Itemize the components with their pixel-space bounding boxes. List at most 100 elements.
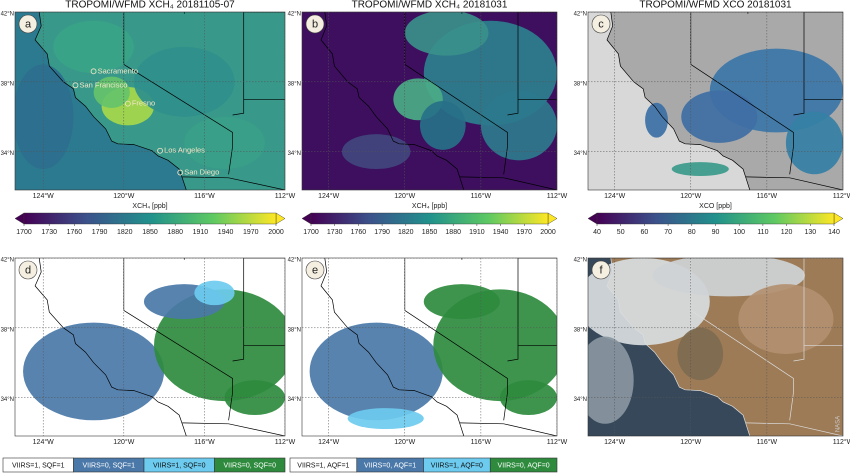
lat-tick-label: 34°N <box>1 397 14 403</box>
colorbar-tick-label: 1790 <box>374 229 390 236</box>
lon-tick-label: 112°W <box>833 192 850 200</box>
field-region <box>194 280 235 306</box>
state-border <box>232 12 245 116</box>
lon-tick-label: 116°W <box>471 192 492 200</box>
colorbar-tick-label: 70 <box>664 229 672 236</box>
panel-title: TROPOMI/WFMD XCH₄ 20181105-07 <box>65 0 235 11</box>
lat-tick-label: 42°N <box>288 258 301 264</box>
colorbar-tick-label: 40 <box>593 229 601 236</box>
state-border <box>507 12 519 116</box>
map-frame <box>14 11 286 191</box>
field-region <box>738 284 834 354</box>
map-panel <box>15 12 285 190</box>
state-border <box>690 258 794 421</box>
city-marker <box>124 100 131 107</box>
lon-tick-label: 124°W <box>604 192 625 200</box>
lon-tick-label: 116°W <box>194 438 215 446</box>
colorbar-tick-label: 1760 <box>67 229 83 236</box>
state-border <box>793 258 805 362</box>
coastline <box>34 258 187 436</box>
coastline <box>320 258 465 436</box>
field-region <box>53 20 134 74</box>
map-frame <box>301 11 558 191</box>
map-frame <box>587 257 844 437</box>
legend-label: VIIRS=0, AQF=1 <box>364 462 416 469</box>
panel-badge <box>591 260 611 280</box>
state-border <box>123 12 233 175</box>
colorbar-min-arrow <box>301 212 312 225</box>
city-marker <box>157 147 163 154</box>
field-region <box>93 76 130 108</box>
map-panel <box>15 258 285 436</box>
panel-badge <box>591 14 611 34</box>
colorbar-tick-label: 130 <box>804 229 816 236</box>
panel-letter: e <box>312 264 318 276</box>
lat-tick-label: 42°N <box>574 12 587 18</box>
colorbar-tick-label: 90 <box>712 229 720 236</box>
panel-badge <box>18 14 38 34</box>
field-region <box>671 162 729 177</box>
lon-tick-label: 112°W <box>547 192 568 200</box>
state-border <box>404 12 508 175</box>
lat-tick-label: 34°N <box>288 151 301 157</box>
lon-tick-label: 120°W <box>680 438 701 446</box>
colorbar <box>596 212 835 225</box>
coastline <box>606 258 751 436</box>
legend-swatch <box>214 457 286 473</box>
colorbar-tick-label: 1970 <box>517 229 533 236</box>
lon-tick-label: 112°W <box>547 438 568 446</box>
lat-tick-label: 38°N <box>574 81 587 87</box>
lat-tick-label: 42°N <box>1 258 14 264</box>
colorbar-tick-label: 1790 <box>92 229 108 236</box>
colorbar-tick-label: 1820 <box>117 229 133 236</box>
legend-label: VIIRS=0, SQF=1 <box>82 462 135 469</box>
lon-tick-label: 116°W <box>757 438 778 446</box>
city-label: San Francisco <box>79 80 127 89</box>
lon-tick-label: 120°W <box>680 192 701 200</box>
colorbar <box>23 212 277 225</box>
colorbar-min-arrow <box>14 212 25 225</box>
colorbar-tick-label: 100 <box>733 229 745 236</box>
lat-tick-label: 34°N <box>574 397 587 403</box>
city-marker <box>72 82 79 89</box>
legend-label: VIIRS=1, SQF=1 <box>12 462 65 469</box>
field-region <box>347 408 424 430</box>
panel-title: TROPOMI/WFMD XCH₄ 20181031 <box>352 0 508 11</box>
legend-label: VIIRS=1, SQF=0 <box>153 462 206 469</box>
legend-label: VIIRS=0, AQF=0 <box>498 462 550 469</box>
colorbar-tick-label: 50 <box>617 229 625 236</box>
lon-tick-label: 124°W <box>33 192 54 200</box>
lon-tick-label: 116°W <box>757 192 778 200</box>
field-region <box>480 90 557 161</box>
lon-tick-label: 120°W <box>113 192 134 200</box>
city-label: Los Angeles <box>164 146 205 155</box>
field-region <box>23 322 165 421</box>
colorbar-tick-label: 1880 <box>445 229 461 236</box>
legend-swatch <box>489 457 558 473</box>
panel-letter: d <box>25 264 31 276</box>
lat-tick-label: 38°N <box>1 81 14 87</box>
lon-tick-label: 112°W <box>275 438 296 446</box>
colorbar-label: XCH₄ [ppb] <box>412 203 447 210</box>
colorbar-max-arrow <box>275 212 286 225</box>
colorbar-tick-label: 1880 <box>167 229 183 236</box>
colorbar-tick-label: 1700 <box>16 229 32 236</box>
panel-title: TROPOMI/WFMD XCO 20181031 <box>639 0 792 11</box>
colorbar-tick-label: 120 <box>781 229 793 236</box>
colorbar-tick-label: 1760 <box>351 229 367 236</box>
lat-tick-label: 38°N <box>1 327 14 333</box>
city-marker <box>177 169 184 176</box>
lon-tick-label: 124°W <box>318 192 339 200</box>
colorbar-max-arrow <box>833 212 844 225</box>
state-border <box>459 176 557 190</box>
colorbar-tick-label: 1850 <box>142 229 158 236</box>
panel-letter: c <box>598 18 604 30</box>
state-border <box>182 176 285 190</box>
field-region <box>15 64 74 170</box>
city-marker <box>90 68 97 75</box>
state-border <box>507 258 519 362</box>
colorbar-tick-label: 1940 <box>218 229 234 236</box>
lon-tick-label: 124°W <box>318 438 339 446</box>
colorbar-tick-label: 110 <box>757 229 768 236</box>
legend-label: VIIRS=1, AQF=1 <box>297 462 349 469</box>
